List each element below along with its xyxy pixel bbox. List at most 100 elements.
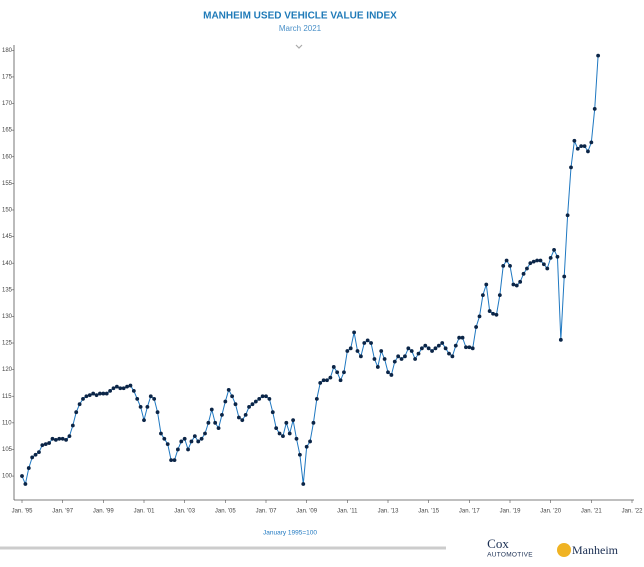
x-tick-label: Jan. '07 — [256, 509, 277, 515]
data-point — [121, 386, 126, 391]
data-point — [321, 378, 326, 383]
y-tick-label: 145 — [2, 234, 13, 240]
data-point — [362, 341, 367, 345]
data-point — [443, 346, 448, 351]
data-point — [216, 426, 221, 431]
data-point — [77, 402, 82, 407]
data-point — [294, 436, 299, 441]
data-point — [196, 439, 201, 444]
data-point — [314, 396, 319, 401]
data-point — [562, 274, 567, 279]
data-point — [375, 365, 380, 369]
data-point — [50, 436, 55, 441]
data-point — [247, 404, 251, 409]
data-point — [260, 394, 265, 399]
data-point — [64, 437, 68, 442]
data-point — [47, 441, 52, 445]
data-point — [30, 455, 35, 460]
data-point — [474, 325, 479, 329]
data-point — [125, 384, 129, 389]
x-tick-label: Jan. '05 — [215, 509, 236, 515]
data-point — [331, 365, 336, 369]
data-point — [169, 458, 174, 462]
data-point — [94, 393, 99, 398]
data-point — [487, 309, 492, 313]
data-point — [40, 443, 45, 448]
data-point — [389, 373, 394, 377]
data-point — [355, 349, 360, 353]
data-point — [358, 354, 363, 359]
data-point — [406, 346, 411, 351]
y-tick-label: 140 — [2, 261, 13, 267]
x-tick-label: Jan. '13 — [378, 509, 399, 515]
data-point — [535, 258, 540, 263]
data-point — [131, 389, 136, 393]
x-tick-label: Jan. '15 — [418, 509, 439, 515]
x-tick-label: Jan. '17 — [459, 509, 480, 515]
axis-note: January 1995=100 — [263, 530, 317, 537]
y-tick-label: 180 — [2, 48, 13, 54]
data-point — [281, 434, 285, 439]
index-line — [21, 55, 599, 486]
data-point — [74, 410, 79, 415]
y-tick-label: 115 — [2, 394, 12, 400]
x-tick-label: Jan. '22 — [622, 509, 643, 515]
data-point — [494, 312, 499, 317]
x-tick-label: Jan. '11 — [337, 509, 358, 515]
x-tick-label: Jan. '95 — [12, 509, 33, 515]
x-tick-label: Jan. '03 — [174, 509, 195, 515]
data-point — [423, 343, 428, 348]
data-point — [264, 394, 268, 399]
x-tick-label: Jan. '01 — [134, 509, 155, 515]
data-point — [67, 434, 72, 439]
data-point — [236, 415, 241, 420]
data-point — [464, 345, 468, 350]
data-point — [579, 144, 584, 149]
data-point — [528, 261, 533, 266]
data-point — [186, 447, 190, 452]
data-point — [335, 370, 340, 375]
data-point — [118, 386, 123, 391]
data-point — [240, 418, 245, 423]
x-tick-label: Jan. '97 — [52, 509, 73, 515]
data-point — [267, 396, 272, 401]
data-point — [179, 439, 184, 444]
data-point — [399, 357, 404, 361]
data-point — [416, 351, 421, 356]
data-point — [37, 450, 41, 455]
chart-subtitle: March 2021 — [279, 24, 322, 33]
data-point — [253, 399, 258, 404]
data-point — [484, 282, 489, 287]
data-point — [43, 442, 48, 447]
x-tick-label: Jan. '99 — [93, 509, 114, 515]
data-point — [382, 357, 387, 361]
data-point — [589, 140, 594, 145]
data-point — [467, 345, 472, 350]
data-point — [596, 53, 601, 58]
y-tick-label: 105 — [2, 447, 13, 453]
data-point — [514, 283, 519, 288]
data-point — [531, 259, 536, 264]
data-point — [301, 482, 306, 486]
data-point — [287, 431, 292, 436]
data-point — [142, 418, 146, 423]
data-point — [352, 330, 357, 335]
data-point — [365, 338, 370, 343]
y-tick-label: 110 — [2, 420, 12, 426]
y-tick-label: 120 — [2, 367, 13, 373]
data-point — [501, 263, 506, 268]
data-point — [277, 431, 282, 436]
data-point — [175, 447, 180, 452]
data-point — [128, 383, 133, 388]
data-point — [552, 247, 556, 252]
data-point — [233, 402, 238, 407]
data-point — [284, 420, 289, 425]
data-point — [328, 375, 333, 380]
data-point — [81, 396, 85, 401]
data-point — [460, 335, 465, 340]
data-point — [325, 378, 329, 383]
data-point — [291, 418, 296, 423]
data-point — [436, 343, 441, 348]
data-point — [206, 420, 211, 425]
data-point — [26, 466, 31, 470]
